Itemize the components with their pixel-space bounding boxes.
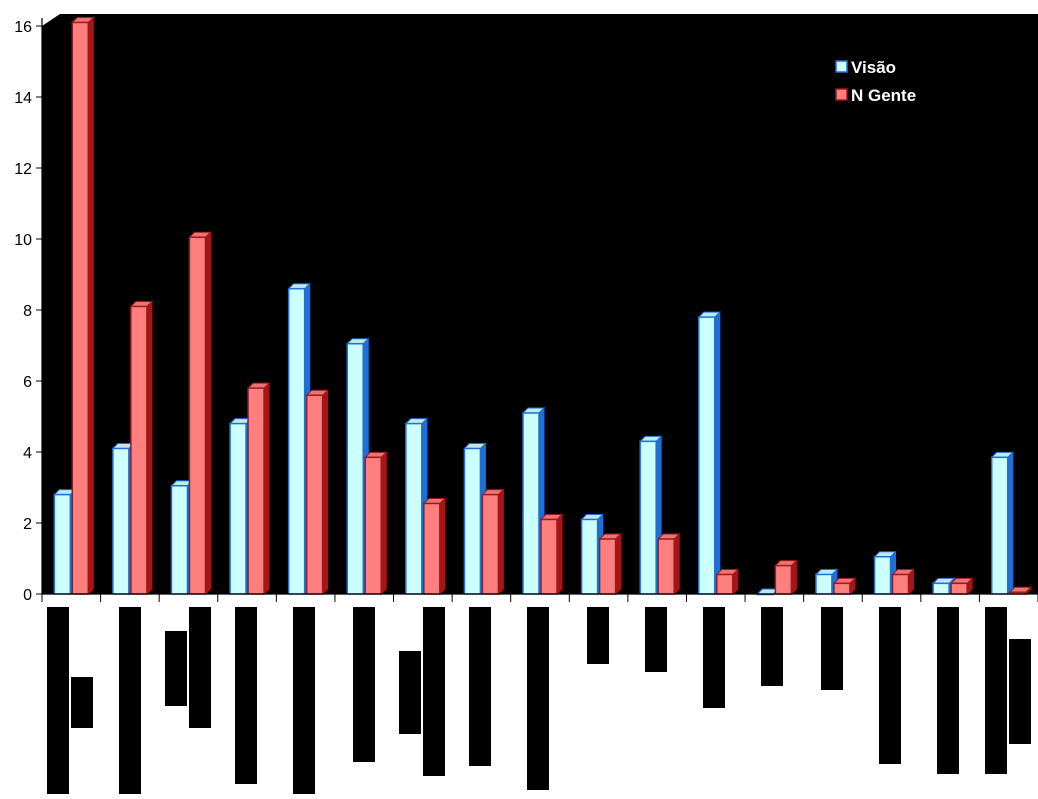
bar-front-face [657, 538, 675, 595]
bar-front-face [639, 440, 657, 595]
legend-swatch-ngente [835, 88, 848, 101]
bar-ngente [774, 559, 798, 596]
redaction-block [761, 607, 783, 686]
bar-visao [990, 451, 1014, 596]
bar-visao [697, 310, 721, 596]
redaction-block [353, 607, 375, 762]
redaction-block [527, 607, 549, 790]
redaction-block [937, 607, 959, 774]
bar-ngente [481, 488, 505, 596]
bars-layer [53, 16, 1032, 596]
redaction-block [1009, 639, 1031, 744]
bar-front-face [346, 342, 364, 595]
y-tick-label: 8 [23, 303, 32, 320]
redaction-block [189, 607, 211, 728]
bar-ngente [656, 532, 681, 596]
bar-front-face [463, 447, 482, 595]
bar-front-face [112, 447, 130, 595]
bar-front-face [287, 287, 306, 595]
bar-ngente [364, 451, 388, 596]
bar-ngente [949, 577, 974, 596]
legend-label-visao: Visão [851, 58, 896, 77]
bar-front-face [833, 582, 851, 595]
bar-front-face [71, 21, 90, 595]
bar-ngente [188, 231, 212, 596]
y-tick-label: 16 [14, 19, 32, 36]
bar-front-face [950, 582, 968, 595]
bar-front-face [716, 573, 734, 595]
y-tick-label: 14 [14, 90, 32, 107]
y-tick-label: 4 [23, 445, 32, 462]
bar-front-face [990, 456, 1009, 595]
redaction-block [235, 607, 257, 784]
redaction-block [645, 607, 667, 672]
bar-front-face [481, 493, 500, 595]
bar-ngente [891, 568, 915, 596]
redaction-block [879, 607, 901, 764]
bar-ngente [715, 568, 739, 596]
bar-ngente [598, 532, 622, 596]
bar-front-face [405, 422, 423, 595]
bar-front-face [188, 236, 207, 595]
legend-swatch-visao [835, 60, 848, 73]
bar-front-face [229, 422, 247, 595]
redaction-block [423, 607, 445, 776]
bar-ngente [832, 577, 857, 596]
y-tick-label: 2 [23, 516, 32, 533]
bar-front-face [873, 555, 892, 595]
bar-front-face [580, 518, 599, 595]
axes: 0 2 4 6 8 10 12 14 16 [14, 18, 1038, 604]
y-tick-label: 12 [14, 161, 32, 178]
y-tick-label: 0 [23, 587, 32, 604]
redaction-block [47, 607, 69, 794]
bar-ngente [246, 381, 271, 596]
redaction-block [587, 607, 609, 664]
bar-ngente [71, 16, 95, 596]
bar-front-face [364, 456, 382, 595]
bar-front-face [423, 502, 441, 595]
bar-front-face [540, 518, 558, 595]
bar-front-face [774, 564, 793, 595]
bar-ngente [422, 497, 447, 596]
bar-front-face [130, 305, 148, 595]
redaction-block [119, 607, 141, 794]
bar-front-face [815, 573, 833, 595]
bar-front-face [698, 316, 716, 595]
legend: Visão N Gente [835, 58, 916, 105]
y-tick-label: 10 [14, 232, 32, 249]
bar-visao [638, 435, 663, 596]
redaction-block [985, 607, 1007, 774]
bar-front-face [247, 387, 265, 595]
bar-front-face [170, 484, 189, 595]
bar-front-face [305, 394, 324, 595]
bar-front-face [932, 582, 950, 595]
bar-front-face [598, 538, 617, 595]
category-labels-redacted [47, 607, 1031, 794]
bar-front-face [522, 412, 540, 595]
redaction-block [821, 607, 843, 690]
bar-front-face [891, 573, 910, 595]
bar-visao [931, 577, 956, 596]
redaction-block [71, 677, 93, 728]
bar-front-face [53, 493, 72, 595]
bar-ngente [129, 300, 154, 596]
legend-label-ngente: N Gente [851, 86, 916, 105]
redaction-block [399, 651, 421, 734]
redaction-block [703, 607, 725, 708]
redaction-block [293, 607, 315, 794]
bar-ngente [305, 388, 329, 596]
redaction-block [469, 607, 491, 766]
bar-ngente [539, 513, 564, 596]
redaction-block [165, 631, 187, 706]
y-tick-label: 6 [23, 374, 32, 391]
